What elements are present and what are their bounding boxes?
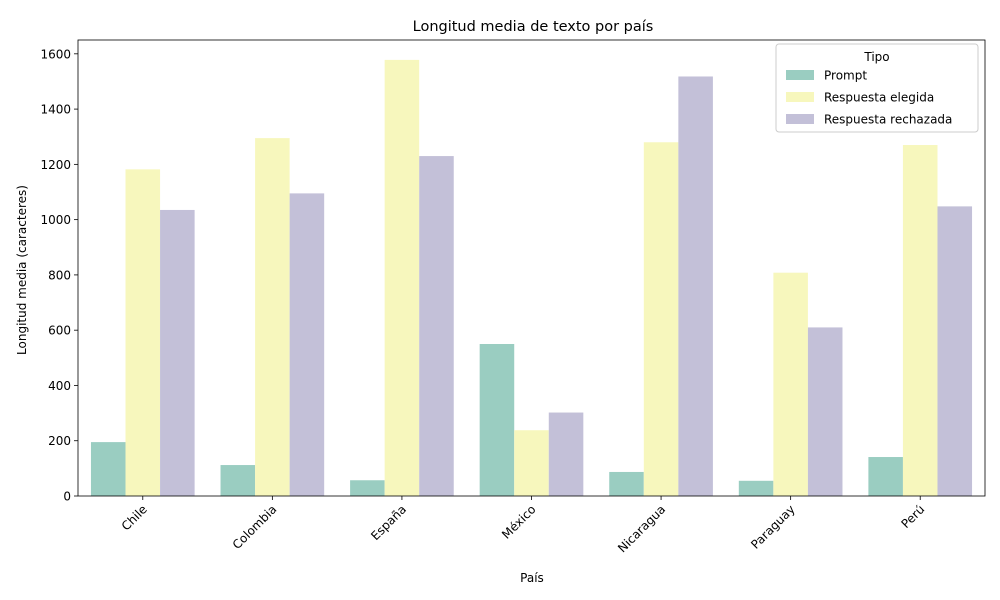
bar-5-1 [773,272,808,496]
bar-5-0 [738,480,774,496]
bar-2-0 [350,480,385,496]
x-tick-label-0: Chile [119,502,150,533]
x-tick-label-2: España [368,502,409,543]
bar-4-1 [643,142,679,496]
x-tick-label-3: México [499,502,539,542]
legend: Tipo Prompt Respuesta elegida Respuesta rec… [775,43,979,133]
bar-3-2 [548,412,584,496]
legend-label-2: Respuesta rechazada [824,113,952,127]
x-axis-label: País [520,571,544,585]
bar-2-1 [384,59,420,497]
y-tick-label-4: 800 [48,268,71,282]
chart-title: Longitud media de texto por país [413,19,654,35]
bar-6-1 [902,145,938,496]
y-tick-label-8: 1600 [40,47,71,61]
y-axis-label: Longitud media (caracteres) [15,185,29,355]
legend-swatch-2 [786,114,814,124]
legend-label-0: Prompt [824,69,867,83]
x-tick-label-4: Nicaragua [615,502,668,555]
bar-6-2 [937,206,973,496]
bar-2-2 [419,156,454,496]
legend-swatch-1 [786,92,814,102]
y-tick-label-6: 1200 [40,158,71,172]
y-tick-label-2: 400 [48,379,71,393]
bar-6-0 [868,457,903,496]
bar-5-2 [807,327,843,496]
bar-0-2 [160,209,195,496]
bar-1-0 [220,465,256,496]
bar-3-1 [514,430,549,496]
legend-label-1: Respuesta elegida [824,91,934,105]
y-tick-label-1: 200 [48,434,71,448]
legend-title: Tipo [863,50,889,64]
legend-swatch-0 [786,70,814,80]
bar-4-0 [609,471,644,496]
y-tick-label-7: 1400 [40,103,71,117]
bar-3-0 [479,344,515,496]
y-tick-label-5: 1000 [40,213,71,227]
bar-0-0 [90,442,126,496]
legend-box [775,43,979,133]
bars-group [90,59,973,497]
y-tick-label-3: 600 [48,324,71,338]
bar-1-2 [289,193,325,496]
bar-0-1 [125,169,161,496]
bar-1-1 [255,138,290,497]
bar-4-2 [678,76,713,496]
x-tick-label-6: Perú [899,502,928,531]
x-tick-label-5: Paraguay [748,502,798,552]
x-tick-label-1: Colombia [230,502,280,552]
y-tick-label-0: 0 [63,490,71,504]
